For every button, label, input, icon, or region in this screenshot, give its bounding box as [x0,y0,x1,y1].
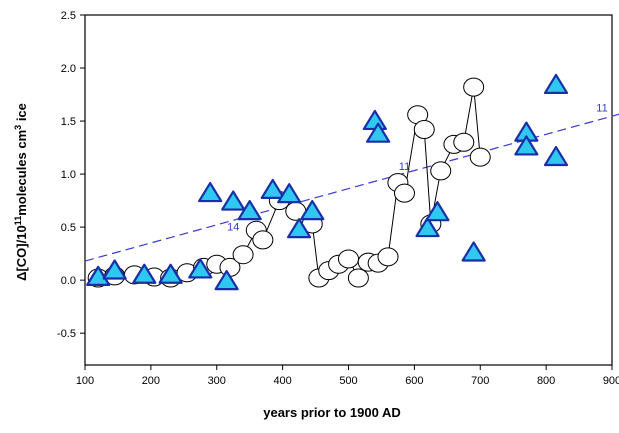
plot-frame [85,15,612,365]
circle-point [464,78,484,96]
y-tick-label: 0.5 [61,222,76,234]
y-tick-label: 0.0 [61,275,76,287]
trend-annotation: 11 [596,103,607,115]
y-axis-title-exp: 11 [13,216,23,226]
circle-point [431,162,451,180]
plot-area [85,15,612,365]
circle-point [233,246,253,264]
circle-point [339,250,359,268]
y-axis-title-main: Δ[CO]/10 [14,225,29,281]
x-tick-label: 300 [208,375,226,387]
y-tick-label: 1.5 [61,116,76,128]
y-tick-label: 2.0 [61,63,76,75]
x-axis-title: years prior to 1900 AD [263,405,401,420]
trend-annotation: 11 [399,161,410,173]
circle-point [348,269,368,287]
x-tick-label: 400 [273,375,291,387]
y-axis-title: Δ[CO]/1011molecules cm3 ice [13,103,29,281]
circle-point [414,121,434,139]
circle-point [454,133,474,151]
x-tick-label: 500 [339,375,357,387]
y-axis-title-mid: molecules cm [14,130,29,216]
circle-point [253,231,273,249]
y-tick-label: -0.5 [57,328,76,340]
x-tick-label: 800 [537,375,555,387]
trend-annotation: 14 [227,221,239,233]
x-tick-label: 100 [76,375,94,387]
x-tick-label: 900 [603,375,619,387]
y-tick-label: 2.5 [61,10,76,22]
y-axis-title-tail: ice [14,103,29,125]
circle-point [394,184,414,202]
x-tick-label: 200 [142,375,160,387]
x-tick-label: 700 [471,375,489,387]
y-tick-label: 1.0 [61,169,76,181]
x-tick-label: 600 [405,375,423,387]
circle-point [378,248,398,266]
circle-point [470,148,490,166]
